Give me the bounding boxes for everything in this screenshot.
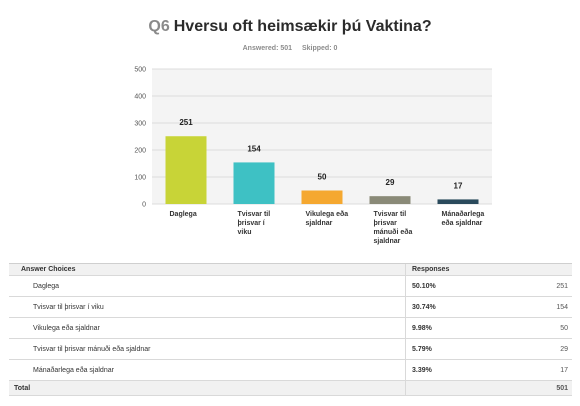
table-total-row: Total 501 xyxy=(9,380,572,396)
plot-area xyxy=(152,69,492,204)
row-count: 17 xyxy=(460,359,572,381)
row-percent: 30.74% xyxy=(405,296,460,318)
table-row: Vikulega eða sjaldnar 9.98% 50 xyxy=(9,317,572,339)
data-label: 251 xyxy=(179,118,193,127)
answered-count: Answered: 501 xyxy=(242,45,293,52)
row-label: Mánaðarlega eða sjaldnar xyxy=(9,359,406,381)
row-count: 29 xyxy=(460,338,572,360)
x-tick-label: Mánaðarlega eða sjaldnar xyxy=(442,210,485,227)
row-percent: 3.39% xyxy=(405,359,460,381)
bar xyxy=(165,136,207,204)
row-count: 50 xyxy=(460,317,572,339)
table-row: Daglega 50.10% 251 xyxy=(9,275,572,297)
response-summary: Answered: 501 Skipped: 0 xyxy=(0,45,580,52)
data-label: 17 xyxy=(454,181,463,190)
x-tick-label: Vikulega eða sjaldnar xyxy=(306,210,349,227)
question-text: Hversu oft heimsækir þú Vaktina? xyxy=(173,18,432,35)
table-header-row: Answer Choices Responses xyxy=(9,263,572,276)
y-tick-label: 200 xyxy=(134,148,146,155)
bar xyxy=(437,199,479,204)
table-row: Tvisvar til þrisvar í viku 30.74% 154 xyxy=(9,296,572,318)
y-tick-label: 400 xyxy=(134,94,146,101)
x-tick-label: Tvisvar til þrisvar mánuði eða sjaldnar xyxy=(374,211,413,245)
responses-table: Answer Choices Responses Daglega 50.10% … xyxy=(9,263,572,396)
bar-chart: 0 100 200 300 400 500 251 Daglega 154 Tvisvar til… xyxy=(134,67,492,245)
x-tick-label: Daglega xyxy=(170,211,197,218)
row-percent: 9.98% xyxy=(405,317,460,339)
skipped-count: Skipped: 0 xyxy=(301,45,338,52)
question-number: Q6 xyxy=(148,18,170,35)
table-row: Mánaðarlega eða sjaldnar 3.39% 17 xyxy=(9,359,572,381)
data-label: 50 xyxy=(318,173,327,182)
table-row: Tvisvar til þrisvar mánuði eða sjaldnar … xyxy=(9,338,572,360)
row-count: 251 xyxy=(460,275,572,297)
row-label: Daglega xyxy=(9,275,406,297)
row-percent: 50.10% xyxy=(405,275,460,297)
y-tick-label: 100 xyxy=(134,175,146,182)
total-count: 501 xyxy=(460,380,572,396)
row-label: Vikulega eða sjaldnar xyxy=(9,317,406,339)
bar xyxy=(369,196,411,204)
data-label: 29 xyxy=(386,178,395,187)
question-title: Q6 Hversu oft heimsækir þú Vaktina? xyxy=(0,18,580,36)
bar xyxy=(301,190,343,204)
header-answer-choices: Answer Choices xyxy=(9,263,406,276)
header-responses: Responses xyxy=(405,263,572,276)
bar xyxy=(233,162,275,204)
row-label: Tvisvar til þrisvar í viku xyxy=(9,296,406,318)
y-tick-label: 300 xyxy=(134,121,146,128)
total-percent xyxy=(405,380,460,396)
x-tick-label: Tvisvar til þrisvar í viku xyxy=(238,211,271,236)
total-label: Total xyxy=(9,380,406,396)
row-count: 154 xyxy=(460,296,572,318)
row-label: Tvisvar til þrisvar mánuði eða sjaldnar xyxy=(9,338,406,360)
row-percent: 5.79% xyxy=(405,338,460,360)
y-tick-label: 0 xyxy=(142,202,146,209)
y-tick-label: 500 xyxy=(134,67,146,74)
data-label: 154 xyxy=(247,144,261,153)
